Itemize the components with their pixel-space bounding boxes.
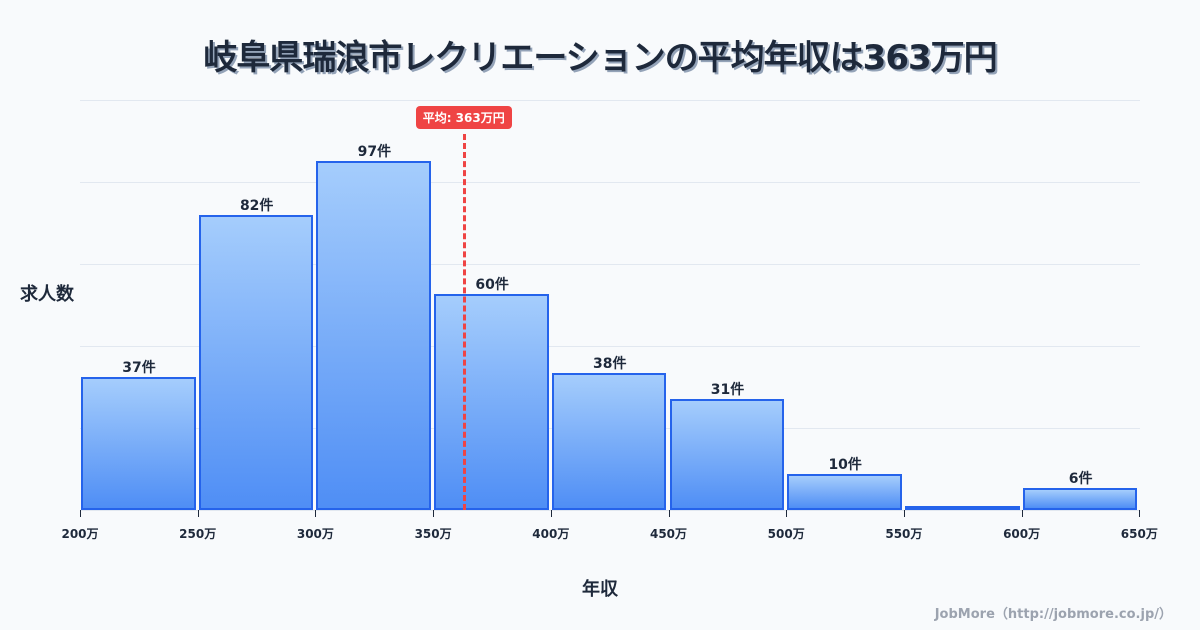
- histogram-bar: [787, 474, 902, 510]
- gridline: [80, 100, 1140, 101]
- bar-value-label: 38件: [593, 356, 627, 373]
- x-tick-label: 400万: [532, 527, 570, 541]
- average-badge: 平均: 363万円: [415, 106, 512, 129]
- x-tick-label: 350万: [414, 527, 452, 541]
- bar-value-label: 6件: [1068, 471, 1093, 488]
- x-tick-label: 300万: [296, 527, 334, 541]
- x-tick-label: 200万: [61, 527, 99, 541]
- gridline: [80, 264, 1140, 265]
- x-tick-label: 450万: [649, 527, 688, 541]
- x-tick: [80, 510, 81, 517]
- x-tick-label: 650万: [1120, 527, 1158, 541]
- x-tick: [903, 510, 905, 517]
- x-tick-label: 500万: [767, 527, 805, 541]
- credit-text: JobMore（http://jobmore.co.jp/）: [934, 607, 1172, 622]
- histogram-bar: [551, 373, 667, 510]
- x-tick: [668, 510, 670, 517]
- x-tick-label: 600万: [1003, 527, 1041, 541]
- histogram-bar: [81, 376, 196, 510]
- x-tick: [433, 510, 435, 517]
- plot-area: 37件 82件 97件 60件 38件 31件 10件 6件 200万 250万 300万 350万 4…: [61, 100, 1158, 541]
- gridline: [80, 182, 1140, 183]
- x-tick: [197, 510, 199, 517]
- histogram-bar: [1022, 488, 1138, 510]
- gridline: [80, 510, 1140, 511]
- bar-value-label: 60件: [475, 277, 509, 294]
- bar-value-label: 37件: [122, 359, 156, 376]
- histogram-bar: [434, 294, 549, 510]
- x-tick: [550, 510, 552, 517]
- bar-value-label: 97件: [357, 144, 392, 161]
- x-tick-label: 250万: [179, 527, 217, 541]
- histogram-bar: [669, 398, 785, 510]
- bar-value-label: 82件: [239, 198, 274, 215]
- x-axis-label: 年収: [582, 579, 618, 600]
- x-tick: [1139, 510, 1141, 517]
- chart-title: 岐阜県瑞浪市レクリエーションの平均年収は363万円: [203, 38, 997, 78]
- histogram-bar: [904, 506, 1020, 510]
- histogram-bar: [198, 215, 314, 510]
- gridline: [80, 346, 1140, 347]
- bar-value-label: 10件: [828, 457, 862, 474]
- bar-value-label: 31件: [710, 381, 745, 398]
- histogram-bar: [316, 161, 432, 510]
- x-tick-label: 550万: [885, 527, 923, 541]
- y-axis-label: 求人数: [20, 284, 74, 305]
- x-tick: [315, 510, 317, 517]
- x-tick: [786, 510, 788, 517]
- average-line: [462, 134, 466, 510]
- x-tick: [1021, 510, 1023, 517]
